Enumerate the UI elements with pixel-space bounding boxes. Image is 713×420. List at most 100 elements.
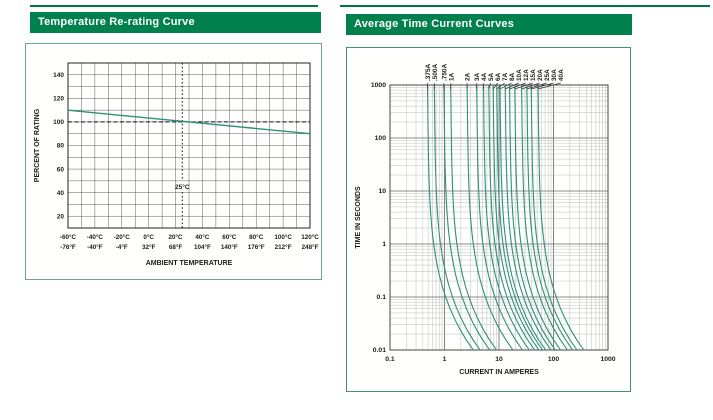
rating-label-3A: 3A — [474, 72, 481, 81]
svg-text:140: 140 — [53, 72, 64, 79]
log-grid — [389, 84, 609, 351]
rating-label-5A: 5A — [488, 72, 495, 81]
curve-12A — [508, 84, 556, 351]
leader-12A — [509, 82, 526, 90]
svg-text:120°C: 120°C — [301, 233, 319, 241]
rating-label-7A: 7A — [502, 72, 509, 81]
svg-text:100: 100 — [375, 135, 387, 142]
temperature-rerating-chart: 25°C 140 120 100 80 60 40 20 -60°C -76°F -40°C -40°… — [34, 62, 319, 267]
temperature-chart-panel: 25°C 140 120 100 80 60 40 20 -60°C -76°F -40°C -40°… — [25, 43, 322, 280]
rating-label-40A: 40A — [558, 69, 565, 81]
svg-text:80: 80 — [57, 143, 65, 150]
curve-15A — [514, 84, 562, 351]
x-tick-labels: -60°C -76°F -40°C -40°F -20°C -4°F 0°C 32°F 20°C… — [60, 233, 319, 251]
fuse-curves — [426, 84, 585, 351]
svg-text:-4°F: -4°F — [116, 243, 128, 251]
temperature-chart-title: Temperature Re-rating Curve — [38, 16, 195, 28]
svg-text:40: 40 — [57, 190, 65, 197]
svg-text:212°F: 212°F — [275, 243, 292, 251]
svg-text:0.1: 0.1 — [377, 294, 387, 301]
average-time-current-chart: .375A .500A .750A 1A 2A 3A 4A 5A 6A 7A 8A 10A 12A 15A… — [355, 64, 616, 376]
curve-3A — [476, 84, 523, 351]
rating-label-4A: 4A — [481, 72, 488, 81]
leader-7A — [496, 82, 505, 90]
curve-25A — [526, 84, 574, 351]
svg-text:0°C: 0°C — [143, 233, 154, 241]
leader-5A — [488, 82, 492, 90]
rating-label-30A: 30A — [551, 69, 558, 81]
top-rule-left — [30, 5, 318, 7]
rating-label-25A: 25A — [544, 69, 551, 81]
y-tick-labels: 140 120 100 80 60 40 20 — [53, 72, 64, 220]
leader-10A — [505, 82, 519, 90]
svg-text:140°F: 140°F — [221, 243, 238, 251]
rating-label-1A: 1A — [448, 72, 455, 81]
svg-text:10: 10 — [495, 356, 503, 363]
leader-20A — [521, 82, 540, 90]
grid — [67, 62, 311, 229]
svg-text:32°F: 32°F — [142, 243, 156, 251]
leader-30A — [531, 82, 554, 90]
rating-label-2A: 2A — [465, 72, 472, 81]
curve-.500A — [433, 84, 481, 351]
curve-4A — [482, 84, 530, 351]
plot-border — [67, 62, 311, 229]
rating-label-15A: 15A — [530, 69, 537, 81]
svg-text:60: 60 — [57, 166, 65, 173]
svg-text:120: 120 — [53, 96, 64, 103]
rating-label-.750A: .750A — [441, 64, 448, 81]
svg-text:248°F: 248°F — [302, 243, 319, 251]
curve-rating-labels: .375A .500A .750A 1A 2A 3A 4A 5A 6A 7A 8A 10A 12A 15A… — [425, 64, 565, 90]
curve-1A — [450, 84, 497, 351]
curve-.375A — [426, 84, 474, 351]
svg-text:100: 100 — [548, 356, 560, 363]
svg-text:100: 100 — [53, 119, 64, 126]
svg-text:1000: 1000 — [371, 82, 386, 89]
rating-label-.375A: .375A — [425, 64, 432, 81]
time-current-chart-title: Average Time Current Curves — [354, 18, 515, 30]
svg-text:-76°F: -76°F — [60, 243, 76, 251]
svg-text:-40°F: -40°F — [87, 243, 103, 251]
svg-text:20: 20 — [57, 213, 65, 220]
svg-text:40°C: 40°C — [195, 233, 210, 241]
leader-40A — [537, 82, 561, 90]
rating-label-.500A: .500A — [432, 64, 439, 81]
time-current-chart-title-bar: Average Time Current Curves — [346, 14, 632, 35]
x-axis-label: AMBIENT TEMPERATURE — [146, 260, 233, 267]
svg-text:80°C: 80°C — [249, 233, 264, 241]
svg-text:-60°C: -60°C — [60, 233, 77, 241]
temperature-chart-title-bar: Temperature Re-rating Curve — [30, 12, 321, 33]
y-tick-labels: 1000 100 10 1 0.1 0.01 — [371, 82, 386, 354]
top-rule-right — [340, 5, 710, 7]
curve-40A — [537, 84, 585, 351]
svg-text:68°F: 68°F — [169, 243, 183, 251]
time-current-chart-panel: .375A .500A .750A 1A 2A 3A 4A 5A 6A 7A 8A 10A 12A 15A… — [346, 47, 631, 392]
curve-30A — [530, 84, 578, 351]
leader-15A — [514, 82, 533, 90]
leader-6A — [492, 82, 498, 90]
curve-2A — [466, 84, 514, 351]
curve-8A — [499, 84, 547, 351]
ambient-25c-label: 25°C — [175, 183, 190, 191]
leader-25A — [526, 82, 547, 90]
curve-20A — [521, 84, 568, 351]
plot-border — [389, 84, 609, 351]
svg-text:0.01: 0.01 — [373, 347, 386, 354]
svg-text:100°C: 100°C — [274, 233, 292, 241]
leader-8A — [499, 82, 512, 90]
curve-7A — [496, 84, 544, 351]
svg-text:-40°C: -40°C — [87, 233, 104, 241]
rating-label-12A: 12A — [523, 69, 530, 81]
svg-text:10: 10 — [378, 188, 386, 195]
svg-text:104°F: 104°F — [194, 243, 211, 251]
svg-text:1: 1 — [382, 241, 386, 248]
rating-label-6A: 6A — [495, 72, 502, 81]
curve-10A — [504, 84, 552, 351]
curve-.750A — [443, 84, 491, 351]
x-tick-labels: 0.1 1 10 100 1000 — [385, 356, 616, 363]
curve-5A — [488, 84, 536, 351]
y-axis-label: PERCENT OF RATING — [34, 108, 41, 182]
re-rating-curve — [67, 109, 311, 135]
svg-text:60°C: 60°C — [222, 233, 237, 241]
svg-text:1000: 1000 — [600, 356, 615, 363]
